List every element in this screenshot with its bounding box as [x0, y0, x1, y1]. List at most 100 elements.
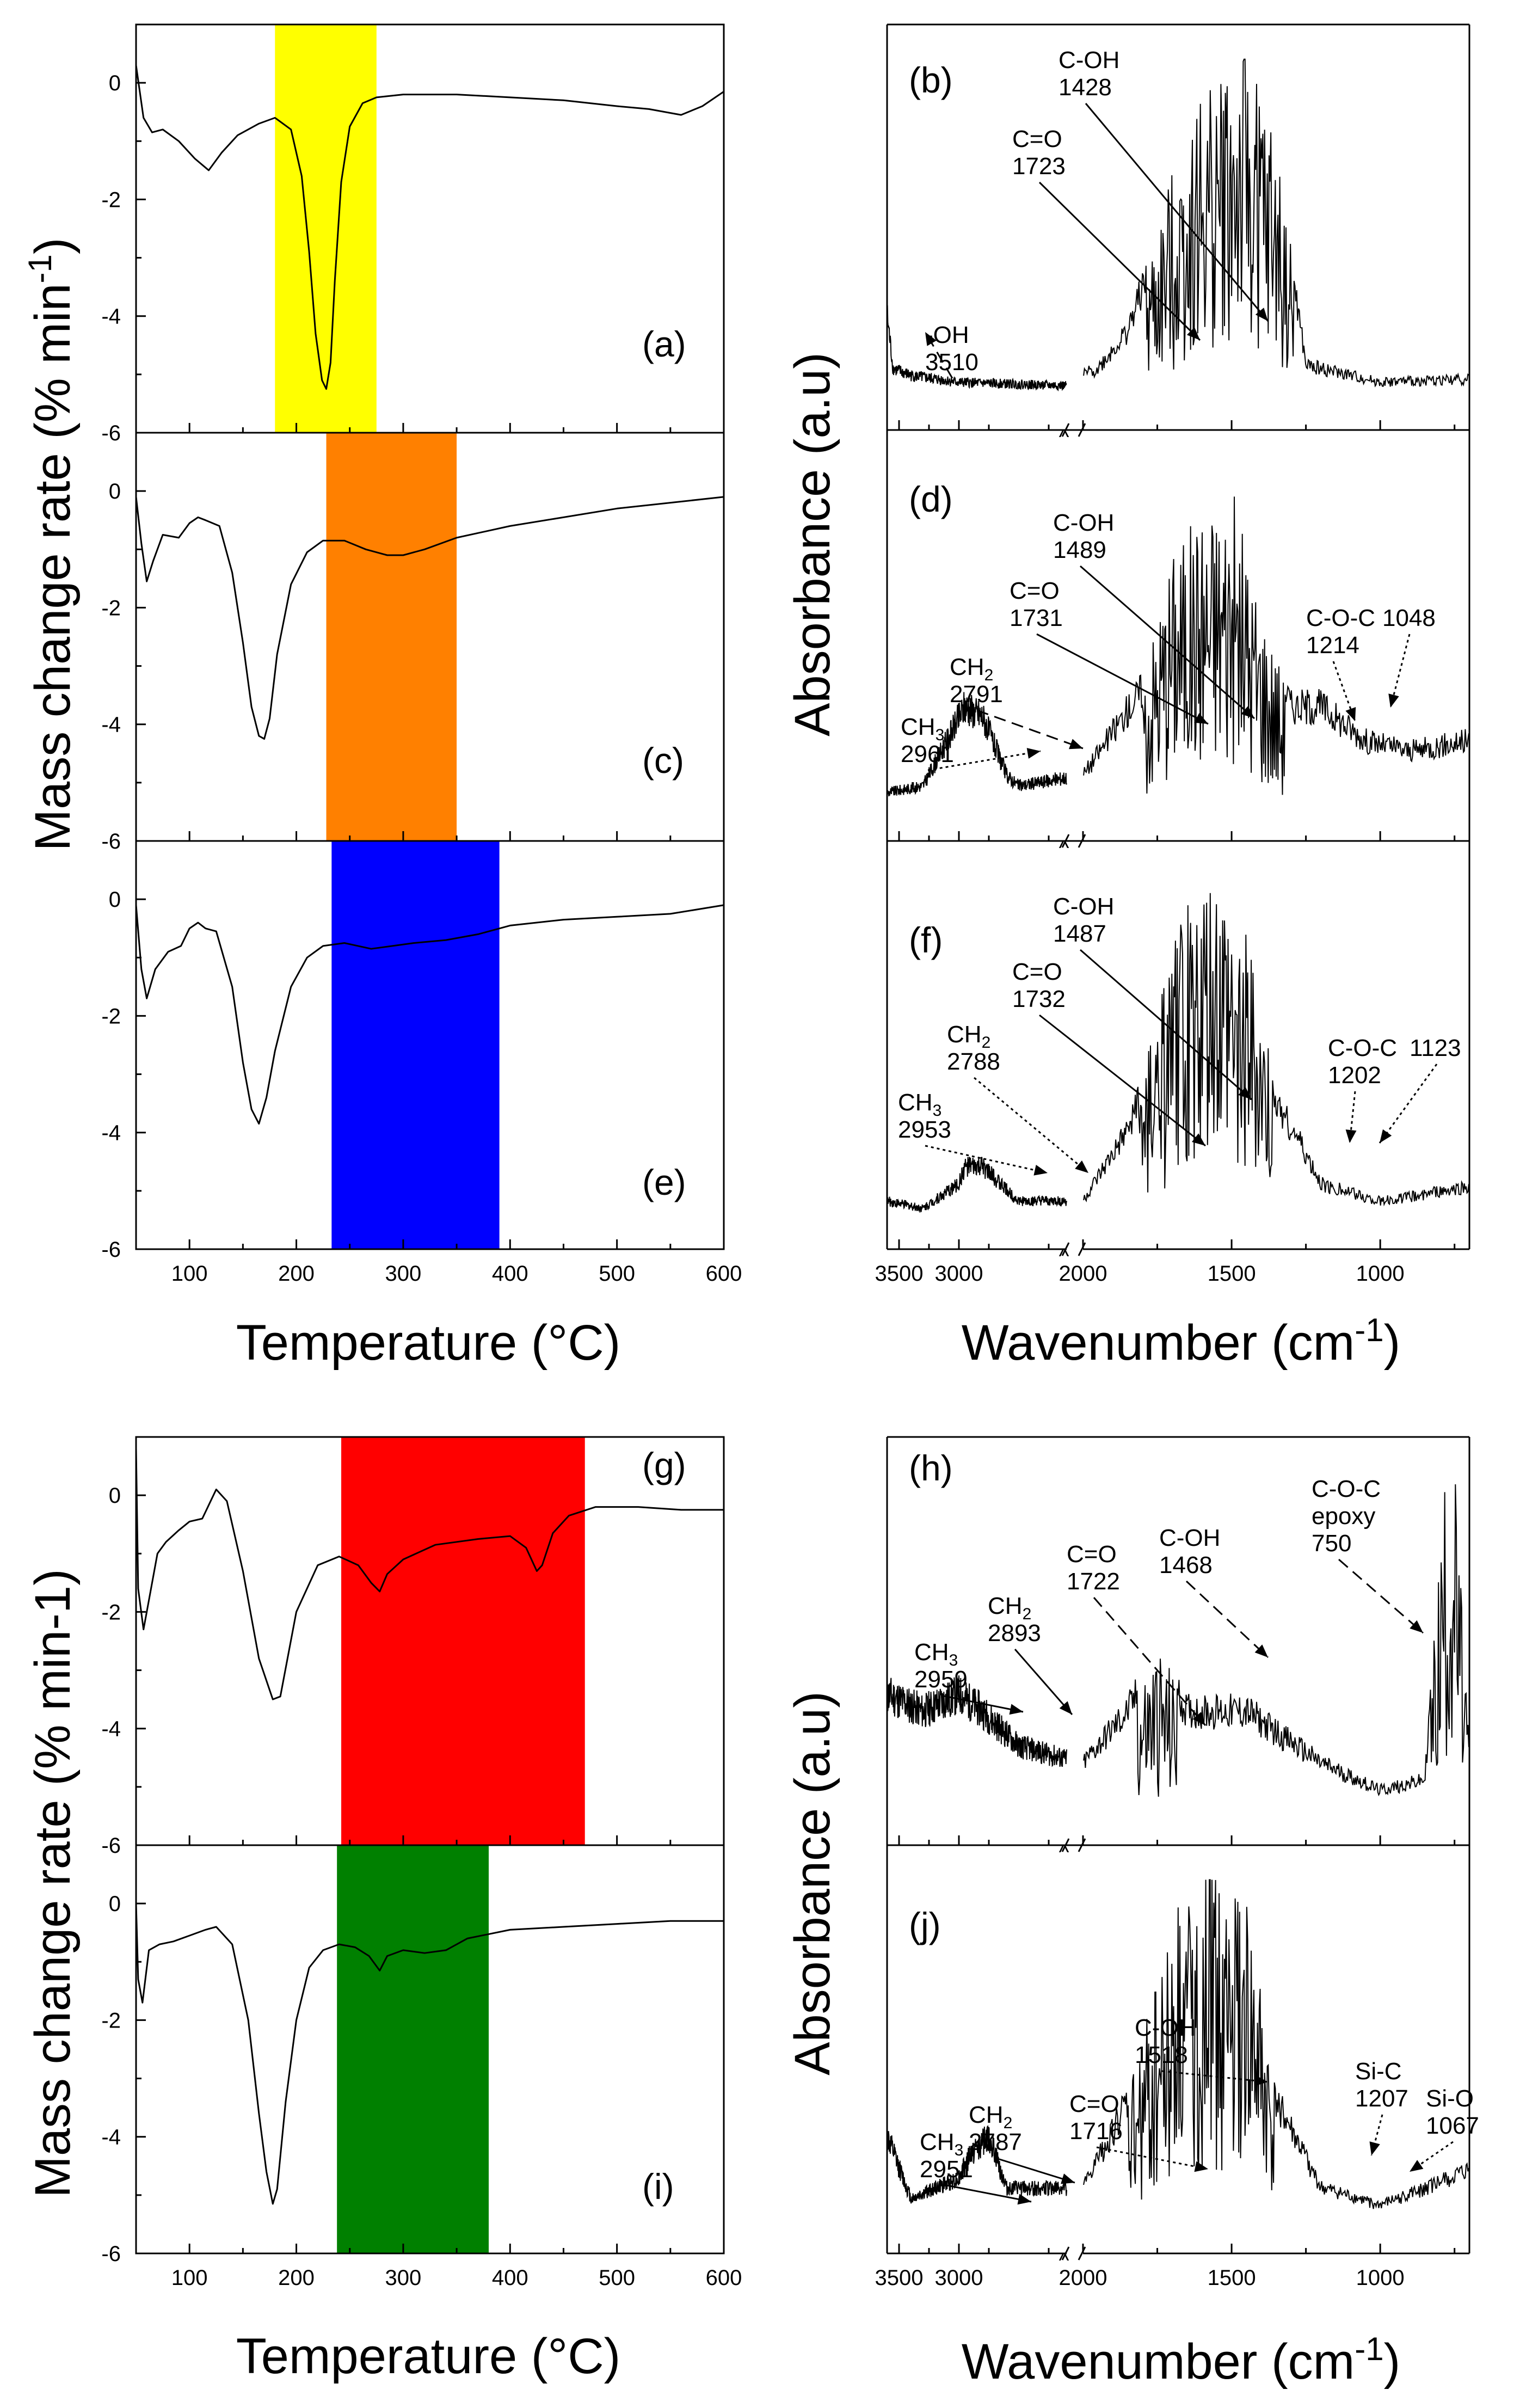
break-caret-h: ^ — [1059, 1840, 1069, 1864]
panel-label-f: (f) — [909, 920, 943, 960]
peak-arrow-d — [1036, 633, 1209, 725]
peak-arrow-h — [1185, 1580, 1269, 1658]
peak-arrowhead-f — [1192, 1133, 1205, 1146]
axis-break-f — [1061, 1242, 1070, 1256]
peak-value-f: 1732 — [1012, 986, 1066, 1012]
axis-break-f — [1078, 1242, 1086, 1256]
peak-arrow-h — [1014, 1649, 1073, 1715]
peak-value-d: 1731 — [1010, 605, 1063, 631]
peak-value-j: 2951 — [920, 2156, 973, 2183]
peak-label-j: Si-O — [1426, 2085, 1474, 2112]
peak-value-f: 1123 — [1410, 1035, 1461, 1061]
highlight-band-e — [331, 841, 500, 1249]
peak-value-j: 1067 — [1426, 2112, 1479, 2139]
peak-arrowhead-b — [925, 332, 937, 346]
dtg-curve-g — [135, 1448, 724, 1700]
ftir-trace-right-d — [1083, 496, 1469, 795]
peak-arrow-b — [1038, 181, 1201, 341]
y-tick-label-g: -6 — [101, 1834, 121, 1858]
ftir-trace-right-j — [1083, 1879, 1469, 2209]
panel-label-e: (e) — [642, 1162, 686, 1202]
peak-arrow-f — [1080, 949, 1252, 1101]
x-tick-label-j: 2000 — [1059, 2266, 1107, 2290]
x-tick-label-i: 500 — [599, 2266, 635, 2290]
y-tick-label-c: -4 — [101, 713, 121, 737]
x-tick-label-e: 100 — [171, 1262, 208, 1286]
peak-value-d: 2961 — [901, 741, 954, 767]
peak-value-h: 750 — [1312, 1530, 1351, 1557]
peak-value-j: 1207 — [1355, 2085, 1408, 2112]
panel-label-c: (c) — [642, 740, 684, 781]
peak-label-b: C=O — [1012, 126, 1062, 152]
panel-label-a: (a) — [642, 324, 686, 364]
ftir-x-axis-title-top: Wavenumber (cm-1) — [962, 1312, 1401, 1371]
peak-arrowhead-f — [1380, 1129, 1392, 1143]
tga-x-axis-title-bottom: Temperature (°C) — [236, 2329, 621, 2384]
peak-arrowhead-h — [1254, 1644, 1268, 1657]
peak-label-f: C=O — [1012, 959, 1062, 985]
y-tick-label-g: 0 — [109, 1484, 121, 1508]
peak-arrowhead-d — [1026, 748, 1041, 759]
x-tick-label-e: 200 — [278, 1262, 315, 1286]
x-tick-label-j: 3500 — [875, 2266, 924, 2290]
peak-arrowhead-f — [1238, 1086, 1252, 1099]
peak-label-j: CH2 — [969, 2102, 1012, 2132]
axis-break-j — [1078, 2246, 1086, 2260]
highlight-band-i — [337, 1845, 489, 2253]
peak-arrowhead-d — [1345, 707, 1356, 721]
panel-i: 0 -2 -4 -6 100 200 300 400 500 600 (i) — [101, 1844, 742, 2290]
x-tick-label-i: 300 — [385, 2266, 422, 2290]
peak-label-h: CH2 — [988, 1593, 1031, 1623]
peak-value-j: 1716 — [1069, 2118, 1123, 2145]
x-tick-label-e: 600 — [706, 1262, 742, 1286]
peak-label-j: CH3 — [920, 2129, 963, 2159]
peak-value-h: 1468 — [1159, 1552, 1213, 1578]
peak-arrowhead-h — [1009, 1704, 1023, 1715]
highlight-band-g — [341, 1437, 585, 1845]
ftir-y-axis-title-bottom: Absorbance (a.u) — [785, 1691, 840, 2075]
ftir-trace-left-d — [887, 692, 1067, 796]
peak-label-h: CH3 — [914, 1639, 958, 1669]
peak-arrowhead-d — [1388, 693, 1399, 708]
peak-arrow-d — [1080, 565, 1255, 720]
peak-arrow-b — [1085, 103, 1269, 322]
peak-arrowhead-j — [1017, 2194, 1031, 2205]
y-tick-label-c: 0 — [109, 480, 121, 503]
y-tick-label-g: -2 — [101, 1600, 121, 1624]
peak-arrow-h — [941, 1694, 1024, 1713]
y-tick-label-e: -2 — [101, 1004, 121, 1028]
peak-value-d: 1489 — [1053, 537, 1106, 563]
peak-arrow-d — [927, 750, 1041, 771]
peak-value-h: 1722 — [1067, 1568, 1120, 1595]
peak-label-h: epoxy — [1312, 1503, 1375, 1529]
peak-label-b: C-OH — [1059, 47, 1119, 73]
y-tick-label-a: -2 — [101, 188, 121, 212]
dtg-curve-i — [135, 1903, 724, 2205]
x-tick-label-f: 3500 — [875, 1262, 924, 1286]
peak-arrowhead-d — [1241, 705, 1254, 718]
peak-value-b: 3510 — [925, 349, 979, 376]
x-tick-label-j: 1000 — [1356, 2266, 1405, 2290]
y-tick-label-e: -6 — [101, 1238, 121, 1262]
peak-arrow-f — [974, 1077, 1089, 1174]
peak-value-f: 1487 — [1053, 920, 1106, 947]
ftir-trace-left-b — [887, 305, 1067, 392]
peak-arrowhead-f — [1075, 1160, 1088, 1173]
ftir-x-axis-title-bottom: Wavenumber (cm-1) — [962, 2331, 1401, 2389]
y-tick-label-i: -6 — [101, 2242, 121, 2266]
break-caret-b: ^ — [1059, 425, 1069, 449]
y-tick-label-a: 0 — [109, 71, 121, 95]
axis-break-j — [1061, 2246, 1070, 2260]
y-tick-label-i: -4 — [101, 2126, 121, 2149]
peak-value-h: 2893 — [988, 1620, 1041, 1647]
break-caret-f: ^ — [1059, 1244, 1069, 1268]
peak-label-j: Si-C — [1355, 2058, 1402, 2085]
panel-c: 0 -2 -4 -6 (c) — [101, 432, 725, 853]
peak-arrowhead-d — [1194, 713, 1208, 724]
peak-value-d: 2791 — [950, 681, 1003, 708]
y-tick-label-i: -2 — [101, 2008, 121, 2032]
peak-label-h: C=O — [1067, 1541, 1117, 1568]
y-tick-label-a: -6 — [101, 421, 121, 445]
